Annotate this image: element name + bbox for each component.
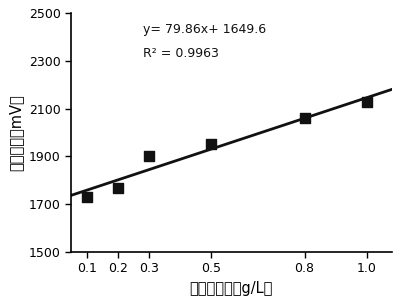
Point [208, 142, 214, 147]
Text: R² = 0.9963: R² = 0.9963 [143, 47, 219, 60]
Point [364, 100, 370, 105]
Y-axis label: 信号单位（mV）: 信号单位（mV） [8, 94, 23, 171]
Text: y= 79.86x+ 1649.6: y= 79.86x+ 1649.6 [143, 23, 266, 36]
Point [84, 195, 90, 199]
Point [301, 116, 308, 121]
Point [146, 153, 152, 158]
X-axis label: 咋啡碱浓度（g/L）: 咋啡碱浓度（g/L） [190, 281, 273, 296]
Point [115, 185, 121, 190]
